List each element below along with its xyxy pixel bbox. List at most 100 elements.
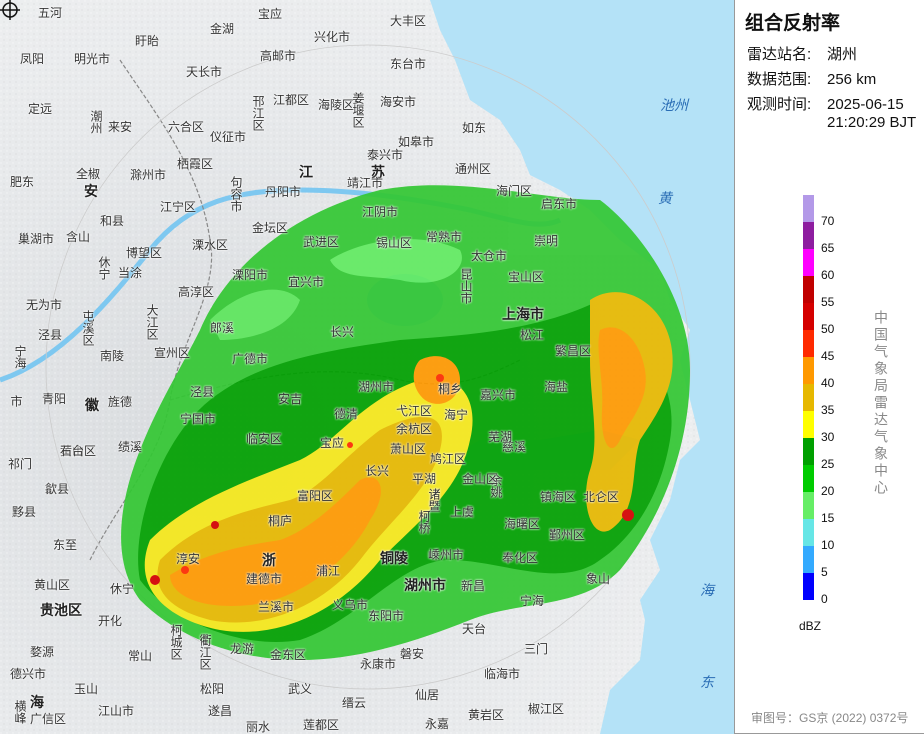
place-label: 奉化区	[502, 551, 539, 565]
station-label: 雷达站名:	[747, 46, 812, 63]
place-label: 滁州市	[130, 168, 167, 182]
place-label: 宜兴市	[288, 275, 325, 289]
place-label: 泾县	[190, 385, 215, 399]
place-label: 盱眙	[135, 34, 160, 48]
place-label: 湖州市	[358, 380, 395, 394]
place-label: 大丰区	[390, 14, 427, 28]
place-label: 缙云	[342, 696, 367, 710]
place-label: 如皋市	[398, 135, 435, 149]
place-label: 屯溪区	[81, 310, 95, 346]
legend-tick-label: 25	[821, 457, 835, 471]
place-label: 上海市	[502, 306, 544, 322]
info-panel: 组合反射率 雷达站名: 湖州 数据范围: 256 km 观测时间: 2025-06-1…	[734, 0, 924, 734]
place-label: 镇海区	[540, 490, 577, 504]
legend-swatch	[803, 465, 814, 492]
legend-tick-label: 15	[821, 511, 835, 525]
sea	[430, 0, 734, 734]
place-label: 衢江区	[198, 634, 212, 670]
place-label: 大江区	[145, 304, 159, 340]
place-label: 永康市	[360, 657, 397, 671]
organization-label: 中国气象局雷达气象中心	[873, 310, 889, 497]
legend-unit: dBZ	[799, 619, 822, 633]
legend-tick-label: 30	[821, 430, 835, 444]
legend-swatch	[803, 357, 814, 384]
place-label: 来安	[108, 120, 133, 134]
place-label: 全椒	[76, 167, 101, 181]
legend-tick-label: 5	[821, 565, 828, 579]
legend-swatch	[803, 492, 814, 519]
place-label: 仙居	[415, 688, 440, 702]
place-label: 海盐	[544, 380, 569, 394]
place-label: 黄山区	[34, 578, 71, 592]
place-label: 祁门	[8, 457, 33, 471]
legend-tick-label: 10	[821, 538, 835, 552]
place-label: 肥东	[10, 175, 35, 189]
place-label: 高淳区	[178, 285, 215, 299]
place-label: 海陵区	[318, 98, 355, 112]
place-label: 休宁	[110, 582, 135, 596]
place-label: 歙县	[45, 482, 70, 496]
radar-site-icon[interactable]	[0, 0, 20, 20]
place-label: 五河	[38, 6, 63, 20]
place-label: 定远	[28, 102, 53, 116]
place-label: 海门区	[496, 184, 533, 198]
place-label: 象山	[586, 572, 611, 586]
place-label: 宁海	[13, 345, 27, 369]
legend-tick-label: 20	[821, 484, 835, 498]
place-label: 绩溪	[118, 440, 143, 454]
place-label: 义乌市	[332, 598, 369, 612]
sea-label: 黄	[658, 190, 672, 206]
place-label: 丽水	[246, 720, 271, 734]
place-label: 宝应	[258, 7, 283, 21]
station-row: 雷达站名: 湖州	[747, 43, 857, 64]
place-label: 永嘉	[425, 717, 450, 731]
place-label: 天长市	[186, 65, 223, 79]
place-label: 姜堰区	[351, 92, 365, 128]
product-title: 组合反射率	[745, 13, 841, 34]
place-label: 江宁区	[160, 200, 197, 214]
place-label: 芜湖	[488, 430, 513, 444]
place-label: 余杭区	[396, 422, 433, 436]
place-label: 鄞州区	[549, 528, 586, 542]
place-label: 江都区	[273, 93, 310, 107]
legend-tick-label: 60	[821, 268, 835, 282]
place-label: 石台	[60, 444, 85, 458]
place-label: 长兴	[330, 325, 355, 339]
place-label: 浦江	[316, 564, 341, 578]
legend-swatch	[803, 519, 814, 546]
place-label: 宁海	[520, 594, 545, 608]
place-label: 崇明	[534, 234, 559, 248]
place-label: 宝应	[320, 436, 345, 450]
time-row: 观测时间: 2025-06-15	[747, 93, 904, 114]
place-label: 玉山	[74, 682, 99, 696]
place-label: 常熟市	[426, 230, 463, 244]
legend-tick-label: 70	[821, 214, 835, 228]
range-row: 数据范围: 256 km	[747, 68, 876, 89]
place-label: 黄岩区	[468, 708, 505, 722]
place-label: 湖州市	[404, 577, 446, 593]
place-label: 安吉	[278, 392, 303, 406]
place-label: 余姚	[489, 474, 503, 498]
place-label: 邗江区	[251, 95, 265, 131]
place-label: 太仓市	[471, 249, 508, 263]
legend-swatch	[803, 573, 814, 600]
place-label: 泾县	[38, 328, 63, 342]
legend-swatch	[803, 195, 814, 222]
place-label: 嘉兴市	[480, 388, 517, 402]
place-label: 黄山区	[60, 444, 97, 458]
legend-swatch	[803, 438, 814, 465]
legend-swatch	[803, 546, 814, 573]
place-label: 磐安	[400, 647, 425, 661]
radar-map[interactable]: 五河 宝应 大丰区 凤阳 明光市 盱眙 金湖 兴化市 高邮市 东台市 天长市 定…	[0, 0, 734, 734]
place-label: 青阳	[42, 392, 67, 406]
place-label: 休宁	[97, 256, 111, 280]
place-label: 博望区	[126, 246, 163, 260]
place-label: 句容市	[229, 176, 243, 212]
place-label: 临安区	[246, 432, 283, 446]
place-label: 柯城区	[169, 624, 183, 660]
place-label: 鸠江区	[430, 452, 467, 466]
place-label: 广德市	[232, 352, 269, 366]
place-label: 旌德	[108, 395, 133, 409]
time-date: 2025-06-15	[827, 96, 904, 113]
place-label: 德清	[334, 407, 359, 421]
